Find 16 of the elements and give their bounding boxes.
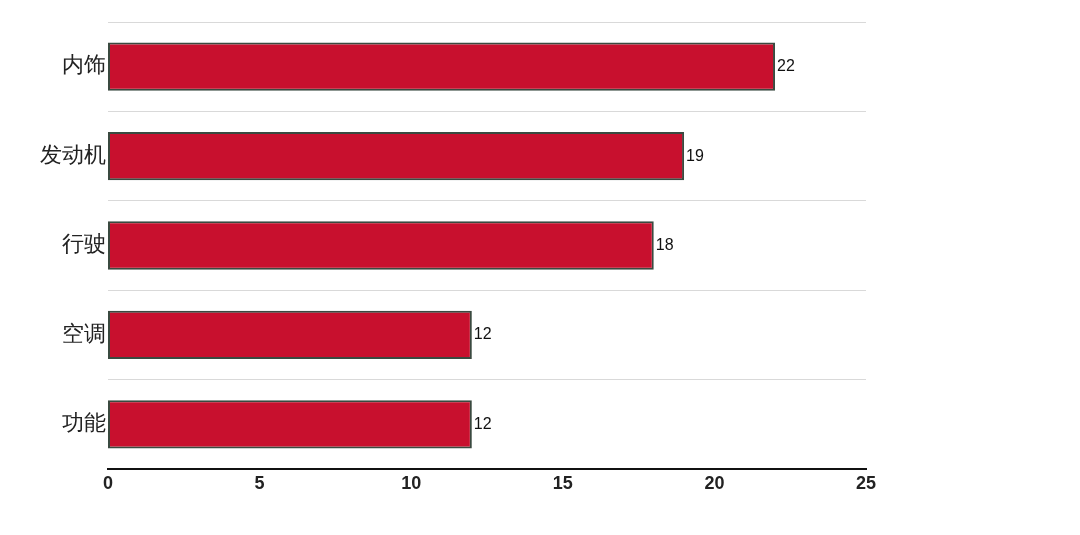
data-label: 12: [473, 325, 492, 343]
x-tick-label: 20: [704, 472, 725, 493]
y-tick-label: 发动机: [40, 141, 106, 167]
x-tick-label: 0: [102, 472, 114, 493]
x-tick-label: 10: [401, 472, 422, 493]
data-label: 18: [655, 235, 674, 253]
y-tick-label: 行驶: [62, 231, 106, 257]
y-tick-label: 内饰: [62, 52, 106, 78]
x-tick-label: 15: [552, 472, 573, 493]
data-label: 12: [473, 414, 492, 432]
x-tick-label: 5: [254, 472, 265, 493]
data-label: 19: [686, 146, 704, 164]
y-tick-label: 空调: [62, 320, 106, 346]
x-tick-label: 25: [855, 472, 877, 493]
y-tick-label: 功能: [62, 410, 106, 436]
data-label: 22: [777, 57, 795, 75]
